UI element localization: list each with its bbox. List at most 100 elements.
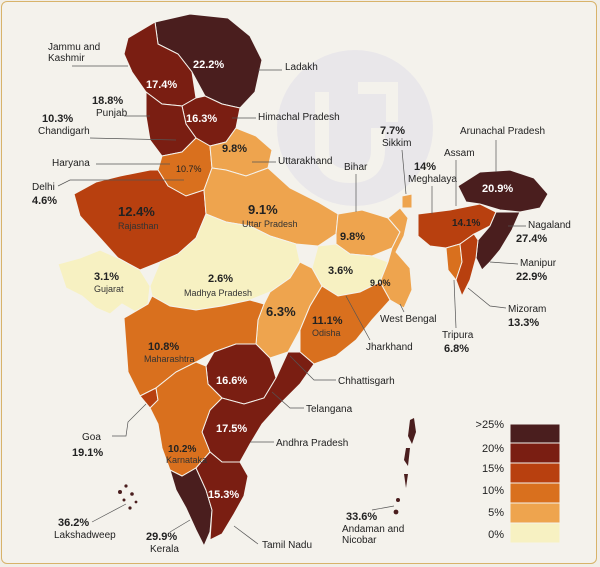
legend-swatch-0 (509, 522, 561, 544)
label-value-arunachal: 20.9% (482, 183, 513, 195)
label-name-uttarakhand: Uttarakhand (278, 156, 332, 167)
leader-tripura (453, 279, 457, 329)
label-name-haryana: Haryana (52, 158, 90, 169)
leader-tn (233, 525, 259, 545)
label-value-hp: 16.3% (186, 113, 217, 125)
leader-andaman (371, 505, 395, 511)
label-value-mp: 2.6% (208, 273, 233, 285)
label-value-rajasthan: 12.4% (118, 204, 155, 219)
region-bihar (335, 209, 401, 257)
label-name-jk: Jammu and (48, 42, 100, 53)
label-name-karnataka: Karnataka (166, 455, 207, 465)
label-value-odisha: 11.1% (312, 315, 343, 327)
label-name-jharkhand: Jharkhand (366, 342, 413, 353)
label-value-lakshadweep: 36.2% (58, 517, 89, 529)
label-value-chhattisgarh: 6.3% (266, 304, 296, 319)
label-value-uttarakhand: 9.8% (222, 143, 247, 155)
label-value-karnataka: 10.2% (168, 444, 196, 455)
legend-swatch-gt25 (509, 423, 561, 444)
label-value-mizoram: 13.3% (508, 317, 539, 329)
label-name-nagaland: Nagaland (528, 220, 571, 231)
region-sikkim (401, 193, 413, 209)
label-name-tn: Tamil Nadu (262, 540, 312, 551)
region-kerala (169, 467, 213, 548)
label-value-nagaland: 27.4% (516, 233, 547, 245)
label-name-westbengal: West Bengal (380, 314, 437, 325)
label-value-westbengal: 9.0% (370, 278, 391, 288)
label-name-meghalaya: Meghalaya (408, 174, 457, 185)
leader-telangana (271, 391, 304, 409)
label-value-gujarat: 3.1% (94, 271, 119, 283)
label-name-up: Uttar Pradesh (242, 219, 298, 229)
label-value-jharkhand: 3.6% (328, 265, 353, 277)
label-value-haryana: 10.7% (176, 164, 202, 174)
leader-kerala (169, 519, 191, 533)
label-value-bihar: 9.8% (340, 231, 365, 243)
label-value-ladakh: 22.2% (193, 59, 224, 71)
legend-swatch-15 (509, 462, 561, 484)
legend-tick-20: 20% (482, 443, 504, 455)
label-value-jk: 17.4% (146, 79, 177, 91)
label-name-punjab: Punjab (96, 108, 128, 119)
label-name-maharashtra: Maharashtra (144, 354, 195, 364)
label-value-assam: 14.1% (452, 218, 480, 229)
label-value-maharashtra: 10.8% (148, 341, 179, 353)
leader-mizoram (467, 287, 507, 309)
legend-tick-0: 0% (488, 529, 504, 541)
label-name-andaman-line2: Nicobar (342, 535, 377, 546)
label-name-lakshadweep: Lakshadweep (54, 530, 116, 541)
label-value-kerala: 29.9% (146, 531, 177, 543)
label-name-arunachal: Arunachal Pradesh (460, 126, 545, 137)
label-name-bihar: Bihar (344, 162, 368, 173)
legend-tick-gt25: >25% (476, 419, 505, 431)
legend: >25% 20% 15% 10% 5% 0% (476, 419, 561, 544)
label-name-mp: Madhya Pradesh (184, 288, 252, 298)
region-arunachal (457, 169, 549, 213)
region-lakshadweep (118, 484, 138, 510)
label-value-sikkim: 7.7% (380, 125, 405, 137)
leader-goa (112, 403, 147, 437)
label-value-telangana: 16.6% (216, 375, 247, 387)
region-mizoram (455, 233, 479, 298)
legend-tick-10: 10% (482, 485, 504, 497)
legend-swatch-5 (509, 502, 561, 524)
legend-swatch-10 (509, 482, 561, 504)
label-name-jk-1: Jammu and Kashmir (48, 42, 103, 64)
label-name-odisha: Odisha (312, 328, 341, 338)
label-value-punjab: 18.8% (92, 95, 123, 107)
label-name-sikkim: Sikkim (382, 138, 411, 149)
leader-jharkhand (345, 295, 371, 341)
label-value-tn: 15.3% (208, 489, 239, 501)
label-name-rajasthan: Rajasthan (118, 221, 159, 231)
label-value-tripura: 6.8% (444, 343, 469, 355)
label-name-ladakh: Ladakh (285, 62, 318, 73)
region-nagaland (475, 211, 521, 271)
leader-chandigarh (89, 137, 177, 141)
label-value-meghalaya: 14% (414, 161, 436, 173)
label-name-kerala: Kerala (150, 544, 179, 555)
label-name-gujarat: Gujarat (94, 284, 124, 294)
label-name-tripura: Tripura (442, 330, 474, 341)
label-name-telangana: Telangana (306, 404, 353, 415)
label-name-ap: Andhra Pradesh (276, 438, 348, 449)
legend-tick-5: 5% (488, 507, 504, 519)
label-name-andaman: Andaman and (342, 524, 404, 535)
label-name-delhi: Delhi (32, 182, 55, 193)
label-value-manipur: 22.9% (516, 271, 547, 283)
label-value-up: 9.1% (248, 202, 278, 217)
leader-delhi (57, 179, 184, 187)
leader-manipur (489, 261, 519, 265)
label-value-chandigarh: 10.3% (42, 113, 73, 125)
label-value-goa: 19.1% (72, 447, 103, 459)
label-name-mizoram: Mizoram (508, 304, 546, 315)
watermark-logo (277, 50, 433, 206)
label-name-chhattisgarh: Chhattisgarh (338, 376, 395, 387)
region-tn (195, 451, 249, 541)
label-name-goa: Goa (82, 432, 101, 443)
label-value-delhi: 4.6% (32, 195, 57, 207)
label-name-chandigarh: Chandigarh (38, 126, 90, 137)
label-name-jk-line2: Kashmir (48, 53, 85, 64)
label-name-assam: Assam (444, 148, 475, 159)
